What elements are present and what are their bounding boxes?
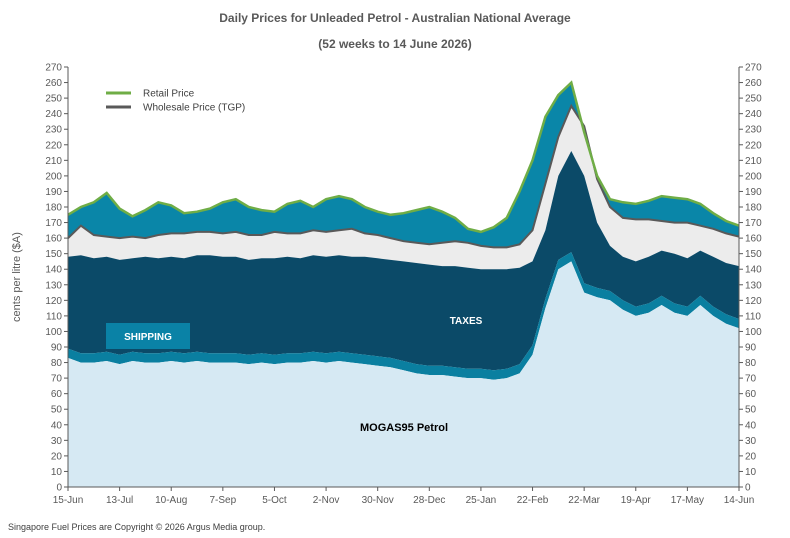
x-tick-label: 13-Jul [106, 495, 133, 506]
y-tick-label-right: 170 [745, 218, 762, 229]
chart-title: Daily Prices for Unleaded Petrol - Austr… [219, 11, 571, 25]
x-tick-label: 19-Apr [621, 495, 652, 506]
y-tick-label-left: 270 [45, 63, 62, 74]
y-tick-label-right: 220 [745, 140, 762, 151]
y-axis-label: cents per litre ($A) [11, 232, 23, 322]
y-tick-label-right: 230 [745, 125, 762, 136]
y-tick-label-left: 90 [51, 343, 63, 354]
y-tick-label-left: 110 [46, 311, 62, 322]
y-tick-label-right: 50 [745, 405, 757, 416]
y-tick-label-left: 140 [45, 265, 62, 276]
y-tick-label-right: 190 [745, 187, 762, 198]
y-tick-label-left: 60 [51, 389, 63, 400]
x-tick-label: 30-Nov [362, 495, 394, 506]
y-tick-label-right: 250 [745, 94, 762, 105]
legend-wholesale-label: Wholesale Price (TGP) [143, 103, 245, 114]
y-tick-label-right: 90 [745, 343, 757, 354]
chart-labels: Retail Price Wholesale Price (TGP) SHIPPIN… [106, 89, 483, 434]
x-tick-label: 25-Jan [466, 495, 497, 506]
x-tick-label: 7-Sep [210, 495, 237, 506]
y-tick-label-right: 130 [745, 280, 762, 291]
y-tick-label-left: 40 [51, 420, 63, 431]
wholesale-margin-area [68, 105, 739, 270]
y-tick-label-right: 70 [745, 374, 757, 385]
y-tick-label-right: 30 [745, 436, 757, 447]
y-tick-label-left: 80 [51, 358, 63, 369]
area-layers [67, 80, 740, 487]
y-tick-label-right: 200 [745, 171, 762, 182]
y-tick-label-left: 230 [45, 125, 62, 136]
y-tick-label-left: 130 [45, 280, 62, 291]
y-tick-label-right: 80 [745, 358, 757, 369]
shipping-label-box [106, 323, 190, 349]
y-tick-label-right: 260 [745, 78, 762, 89]
y-tick-label-left: 240 [45, 109, 62, 120]
axes: 0 0 10 10 20 20 30 30 40 40 50 50 60 60 70 70 80 80 90 90 10… [11, 63, 762, 507]
y-tick-label-left: 160 [45, 234, 62, 245]
y-tick-label-left: 210 [45, 156, 62, 167]
mogas95-area [68, 261, 739, 487]
y-tick-label-left: 180 [45, 203, 62, 214]
retail-price-line [67, 80, 740, 234]
y-tick-label-left: 10 [51, 467, 63, 478]
y-tick-label-right: 270 [745, 63, 762, 74]
y-tick-label-left: 260 [45, 78, 62, 89]
y-tick-label-left: 150 [45, 249, 62, 260]
y-tick-label-right: 40 [745, 420, 757, 431]
y-tick-label-right: 20 [745, 451, 757, 462]
y-tick-label-left: 200 [45, 171, 62, 182]
y-tick-label-right: 10 [745, 467, 757, 478]
x-tick-label: 10-Aug [155, 495, 187, 506]
shipping-label: SHIPPING [124, 332, 172, 343]
y-tick-label-right: 60 [745, 389, 757, 400]
x-tick-label: 28-Dec [413, 495, 445, 506]
y-tick-label-left: 50 [51, 405, 63, 416]
x-tick-label: 14-Jun [724, 495, 755, 506]
taxes-label: TAXES [450, 316, 483, 327]
y-tick-label-left: 170 [45, 218, 62, 229]
y-tick-label-left: 190 [45, 187, 62, 198]
y-tick-label-left: 100 [45, 327, 62, 338]
x-tick-label: 17-May [671, 495, 704, 506]
y-tick-label-right: 120 [745, 296, 762, 307]
y-tick-label-right: 110 [745, 311, 761, 322]
x-tick-label: 22-Feb [517, 495, 549, 506]
legend-retail-label: Retail Price [143, 89, 195, 100]
y-tick-label-left: 20 [51, 451, 63, 462]
y-tick-label-right: 180 [745, 203, 762, 214]
y-tick-label-right: 150 [745, 249, 762, 260]
mogas-label: MOGAS95 Petrol [360, 422, 448, 434]
y-tick-label-right: 140 [745, 265, 762, 276]
chart-subtitle: (52 weeks to 14 June 2026) [318, 37, 472, 51]
y-tick-label-right: 0 [745, 483, 751, 494]
y-tick-label-right: 160 [745, 234, 762, 245]
y-tick-label-right: 240 [745, 109, 762, 120]
y-tick-label-left: 0 [56, 483, 62, 494]
y-tick-label-left: 220 [45, 140, 62, 151]
y-tick-label-right: 210 [745, 156, 762, 167]
retail-margin-area [68, 82, 739, 248]
x-tick-label: 22-Mar [568, 495, 600, 506]
copyright-footer: Singapore Fuel Prices are Copyright © 20… [8, 522, 266, 532]
y-tick-label-left: 120 [45, 296, 62, 307]
x-tick-label: 2-Nov [313, 495, 340, 506]
x-tick-label: 15-Jun [53, 495, 84, 506]
x-tick-label: 5-Oct [262, 495, 287, 506]
y-tick-label-left: 70 [51, 374, 63, 385]
taxes-area [68, 151, 739, 371]
y-tick-label-left: 30 [51, 436, 63, 447]
wholesale-price-line [67, 103, 740, 249]
y-tick-label-left: 250 [45, 94, 62, 105]
y-tick-label-right: 100 [745, 327, 762, 338]
